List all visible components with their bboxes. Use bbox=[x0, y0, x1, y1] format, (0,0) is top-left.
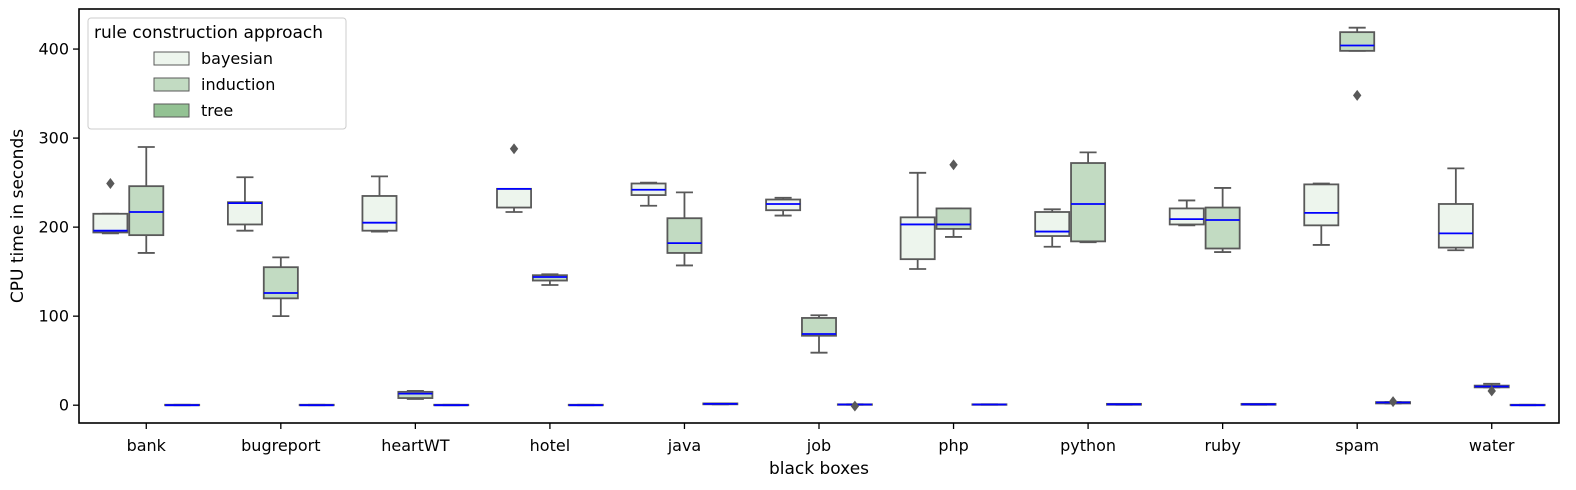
x-axis-label: black boxes bbox=[769, 459, 869, 479]
box-iqr bbox=[128, 185, 165, 237]
box-iqr bbox=[92, 212, 129, 234]
outlier-point bbox=[106, 178, 115, 189]
box-iqr bbox=[496, 187, 532, 209]
box-tree-ruby bbox=[1240, 402, 1277, 406]
box-tree-java bbox=[702, 402, 739, 406]
box-bayesian-php bbox=[899, 171, 936, 270]
box-bayesian-spam bbox=[1303, 182, 1340, 246]
box-bayesian-hotel bbox=[496, 143, 532, 213]
box-induction-java bbox=[666, 191, 703, 267]
box-tree-bugreport bbox=[298, 403, 335, 407]
outlier-point bbox=[1388, 396, 1398, 408]
box-iqr bbox=[1339, 31, 1376, 52]
box-bayesian-python bbox=[1034, 208, 1071, 248]
box-induction-water bbox=[1473, 382, 1510, 397]
legend-label: bayesian bbox=[201, 49, 273, 68]
legend: rule construction approach bayesian induc… bbox=[87, 17, 347, 130]
box-iqr bbox=[397, 390, 434, 399]
legend-frame bbox=[87, 17, 347, 130]
legend-title: rule construction approach bbox=[94, 23, 323, 43]
x-tick-label-java: java bbox=[667, 436, 702, 455]
box-induction-bugreport bbox=[262, 256, 299, 318]
box-tree-php bbox=[971, 403, 1008, 406]
outlier-point bbox=[1487, 385, 1496, 397]
y-tick-label-200: 200 bbox=[38, 218, 69, 237]
legend-item-induction: induction bbox=[153, 75, 275, 94]
x-tick-label-python: python bbox=[1060, 436, 1116, 455]
y-axis: 0 100 200 300 400 bbox=[38, 40, 79, 415]
outlier-point bbox=[509, 143, 519, 155]
box-induction-php bbox=[935, 159, 972, 238]
box-tree-heartWT bbox=[433, 403, 470, 407]
y-tick-label-300: 300 bbox=[38, 129, 69, 148]
box-tree-job bbox=[836, 400, 873, 412]
box-iqr bbox=[935, 207, 972, 230]
x-tick-label-job: job bbox=[806, 436, 831, 455]
x-tick-label-ruby: ruby bbox=[1204, 436, 1240, 455]
legend-items: bayesian induction tree bbox=[153, 49, 275, 120]
box-bayesian-ruby bbox=[1168, 199, 1205, 227]
outlier-point bbox=[949, 159, 958, 171]
box-iqr bbox=[361, 195, 398, 232]
box-iqr bbox=[226, 201, 263, 226]
legend-label: tree bbox=[201, 101, 233, 120]
y-tick-label-400: 400 bbox=[38, 40, 69, 59]
box-iqr bbox=[1437, 203, 1474, 249]
boxes-layer bbox=[92, 26, 1546, 412]
box-induction-ruby bbox=[1204, 187, 1241, 253]
box-bayesian-heartWT bbox=[361, 175, 398, 233]
x-tick-label-spam: spam bbox=[1335, 436, 1379, 455]
box-bayesian-bank bbox=[92, 178, 129, 235]
legend-label: induction bbox=[201, 75, 275, 94]
box-tree-hotel bbox=[567, 403, 604, 407]
box-induction-hotel bbox=[531, 273, 568, 286]
y-tick-label-100: 100 bbox=[38, 307, 69, 326]
box-bayesian-java bbox=[630, 181, 667, 207]
box-bayesian-job bbox=[765, 196, 802, 217]
x-tick-label-php: php bbox=[938, 436, 968, 455]
box-tree-python bbox=[1106, 402, 1142, 406]
legend-swatch bbox=[153, 51, 190, 66]
outlier-point bbox=[850, 400, 860, 412]
box-tree-water bbox=[1509, 403, 1546, 407]
box-induction-python bbox=[1070, 151, 1107, 244]
y-tick-label-0: 0 bbox=[59, 396, 69, 415]
y-axis-label: CPU time in seconds bbox=[8, 129, 28, 303]
box-tree-spam bbox=[1375, 396, 1412, 408]
legend-swatch bbox=[153, 77, 190, 92]
box-iqr bbox=[801, 317, 837, 337]
x-axis: bank bugreport heartWT hotel java job php pytho… bbox=[127, 423, 1515, 455]
x-tick-label-heartWT: heartWT bbox=[381, 436, 449, 455]
box-bayesian-bugreport bbox=[226, 176, 263, 232]
box-induction-bank bbox=[128, 146, 165, 254]
legend-item-bayesian: bayesian bbox=[153, 49, 273, 68]
legend-swatch bbox=[153, 103, 190, 118]
x-tick-label-bugreport: bugreport bbox=[241, 436, 320, 455]
x-tick-label-bank: bank bbox=[127, 436, 167, 455]
box-tree-bank bbox=[164, 403, 201, 407]
box-iqr bbox=[1070, 162, 1107, 243]
box-iqr bbox=[1204, 206, 1241, 250]
box-induction-job bbox=[801, 314, 837, 354]
x-tick-label-hotel: hotel bbox=[530, 436, 571, 455]
box-induction-spam bbox=[1339, 26, 1376, 101]
box-iqr bbox=[1168, 207, 1205, 226]
box-bayesian-water bbox=[1437, 167, 1474, 252]
x-tick-label-water: water bbox=[1469, 436, 1515, 455]
box-induction-heartWT bbox=[397, 390, 434, 400]
outlier-point bbox=[1352, 89, 1362, 101]
box-iqr bbox=[1303, 183, 1340, 227]
legend-item-tree: tree bbox=[153, 101, 233, 120]
box-iqr bbox=[666, 217, 703, 254]
